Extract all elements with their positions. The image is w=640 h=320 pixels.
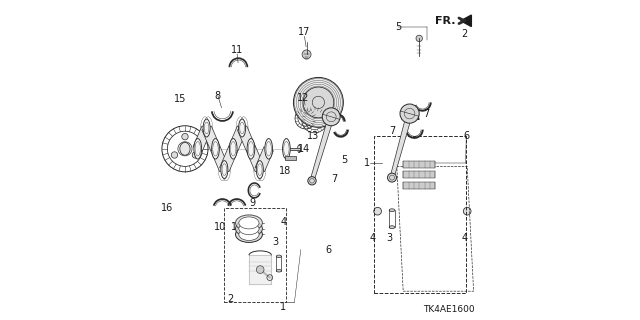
Circle shape xyxy=(400,104,419,123)
Circle shape xyxy=(416,35,422,42)
Text: 4: 4 xyxy=(370,233,376,244)
Ellipse shape xyxy=(265,139,273,159)
Ellipse shape xyxy=(276,255,282,258)
Text: 11: 11 xyxy=(230,44,243,55)
Ellipse shape xyxy=(389,226,395,228)
Ellipse shape xyxy=(221,161,228,179)
Circle shape xyxy=(192,152,198,158)
Text: 6: 6 xyxy=(326,244,332,255)
Ellipse shape xyxy=(180,142,190,155)
Text: 10: 10 xyxy=(214,222,227,232)
Circle shape xyxy=(150,144,159,153)
Text: 6: 6 xyxy=(463,131,469,141)
Text: 15: 15 xyxy=(174,94,186,104)
Bar xyxy=(403,171,435,178)
Text: 16: 16 xyxy=(161,203,173,213)
Ellipse shape xyxy=(247,139,255,159)
Text: 14: 14 xyxy=(298,144,310,154)
Polygon shape xyxy=(310,116,334,181)
Ellipse shape xyxy=(203,119,210,137)
Text: 5: 5 xyxy=(342,155,348,165)
Ellipse shape xyxy=(389,209,395,212)
Text: 7: 7 xyxy=(332,174,337,184)
Ellipse shape xyxy=(283,139,290,159)
Bar xyxy=(403,161,435,168)
Text: 4: 4 xyxy=(280,217,286,228)
Circle shape xyxy=(302,50,311,59)
Polygon shape xyxy=(390,113,412,178)
Polygon shape xyxy=(461,15,471,27)
Circle shape xyxy=(308,177,316,185)
Text: 4: 4 xyxy=(461,233,468,244)
Circle shape xyxy=(182,133,188,140)
Ellipse shape xyxy=(229,139,237,159)
Circle shape xyxy=(303,87,334,118)
Text: 2: 2 xyxy=(227,294,234,304)
Text: 2: 2 xyxy=(461,28,467,39)
Circle shape xyxy=(374,207,381,215)
Text: 9: 9 xyxy=(250,198,256,208)
Text: 18: 18 xyxy=(278,166,291,176)
Ellipse shape xyxy=(239,217,259,229)
Ellipse shape xyxy=(236,215,262,231)
Text: 3: 3 xyxy=(387,233,393,244)
Polygon shape xyxy=(193,126,211,151)
Circle shape xyxy=(463,207,471,215)
Ellipse shape xyxy=(236,221,262,237)
Polygon shape xyxy=(249,255,271,284)
Ellipse shape xyxy=(212,139,220,159)
Bar xyxy=(403,182,435,189)
Ellipse shape xyxy=(298,145,301,153)
Text: 5: 5 xyxy=(396,22,401,32)
Polygon shape xyxy=(220,147,238,172)
Ellipse shape xyxy=(239,119,246,137)
Ellipse shape xyxy=(236,227,262,243)
Text: 17: 17 xyxy=(298,27,310,37)
Circle shape xyxy=(257,266,264,273)
Polygon shape xyxy=(211,147,229,172)
Text: 7: 7 xyxy=(389,126,395,136)
Text: TK4AE1600: TK4AE1600 xyxy=(424,305,475,314)
Bar xyxy=(224,208,287,302)
Polygon shape xyxy=(246,147,264,172)
Text: 1: 1 xyxy=(280,302,286,312)
Polygon shape xyxy=(237,126,255,151)
Bar xyxy=(285,156,296,160)
Ellipse shape xyxy=(239,228,259,240)
Text: 3: 3 xyxy=(272,236,278,247)
Ellipse shape xyxy=(239,223,259,235)
Text: 1: 1 xyxy=(364,158,371,168)
Circle shape xyxy=(172,152,178,158)
Polygon shape xyxy=(228,126,247,151)
Circle shape xyxy=(293,77,343,127)
Text: 10: 10 xyxy=(231,222,244,232)
Ellipse shape xyxy=(256,161,263,179)
Ellipse shape xyxy=(194,139,202,159)
Polygon shape xyxy=(202,126,220,151)
Polygon shape xyxy=(255,147,273,172)
Circle shape xyxy=(323,108,340,126)
Circle shape xyxy=(388,173,397,182)
Text: 13: 13 xyxy=(307,131,319,141)
Ellipse shape xyxy=(276,269,282,272)
Text: 7: 7 xyxy=(423,108,429,119)
Text: 12: 12 xyxy=(297,92,310,103)
Text: 8: 8 xyxy=(214,91,220,101)
Text: FR.: FR. xyxy=(435,16,456,26)
